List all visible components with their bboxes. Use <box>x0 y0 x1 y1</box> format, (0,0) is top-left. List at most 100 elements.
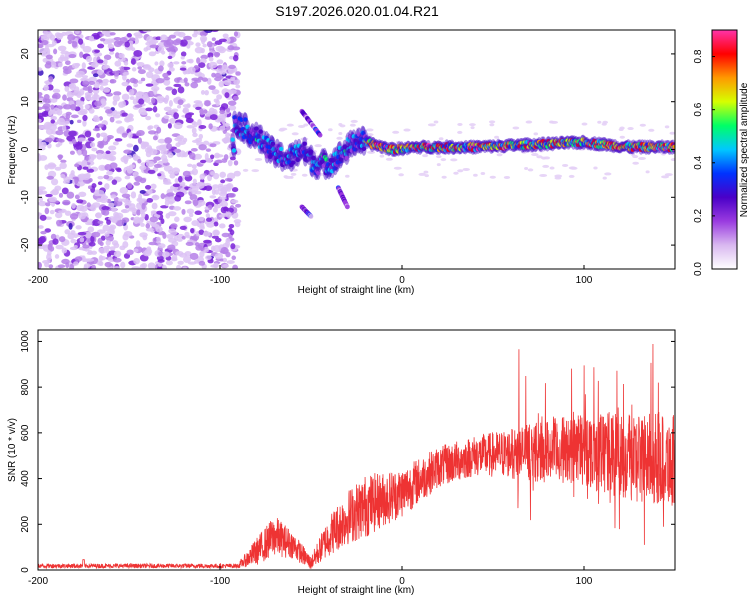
noise-blob <box>206 77 212 85</box>
signal-blob <box>331 158 336 163</box>
noise-blob <box>527 168 534 172</box>
noise-blob <box>418 172 426 176</box>
noise-blob <box>71 41 78 48</box>
noise-blob <box>103 174 110 180</box>
noise-blob <box>221 232 230 238</box>
noise-blob <box>62 125 67 132</box>
noise-blob <box>85 258 95 262</box>
noise-blob <box>78 38 84 45</box>
noise-blob <box>38 235 46 243</box>
noise-blob <box>338 122 343 126</box>
noise-blob <box>143 47 149 52</box>
noise-blob <box>92 219 101 227</box>
noise-blob <box>148 130 157 135</box>
noise-blob <box>145 107 153 112</box>
noise-blob <box>183 256 191 263</box>
noise-blob <box>142 234 148 241</box>
noise-blob <box>109 32 116 36</box>
noise-blob <box>47 243 53 251</box>
noise-blob <box>197 76 204 81</box>
noise-blob <box>183 216 192 223</box>
signal-blob <box>326 162 331 167</box>
noise-blob <box>222 264 229 268</box>
noise-blob <box>167 169 174 175</box>
noise-blob <box>542 164 550 168</box>
noise-blob <box>133 216 141 224</box>
noise-blob <box>139 263 146 269</box>
noise-blob <box>173 83 182 88</box>
noise-blob <box>214 154 224 158</box>
noise-blob <box>219 223 226 229</box>
noise-blob <box>533 132 539 136</box>
noise-blob <box>174 216 180 223</box>
noise-blob <box>50 119 55 124</box>
noise-blob <box>173 206 182 211</box>
snr-y-tick-label: 200 <box>20 516 31 533</box>
noise-blob <box>132 98 138 105</box>
snr-x-tick-label: -100 <box>210 576 230 587</box>
noise-blob <box>52 88 61 93</box>
noise-blob <box>355 127 362 131</box>
noise-blob <box>593 166 598 170</box>
noise-blob <box>228 223 235 229</box>
noise-blob <box>53 48 58 55</box>
noise-blob <box>109 150 117 156</box>
noise-blob <box>450 158 458 162</box>
noise-blob <box>100 98 106 105</box>
signal-blob <box>303 157 308 162</box>
noise-blob <box>142 94 148 101</box>
noise-blob <box>105 109 113 114</box>
noise-blob <box>182 170 191 178</box>
noise-blob <box>200 90 206 95</box>
noise-blob <box>211 188 216 196</box>
noise-blob <box>214 237 222 243</box>
noise-blob <box>211 37 216 42</box>
noise-blob <box>139 177 147 184</box>
noise-blob <box>119 187 129 194</box>
noise-blob <box>227 45 235 51</box>
noise-blob <box>162 251 170 258</box>
noise-blob <box>101 30 110 36</box>
noise-blob <box>220 103 229 110</box>
noise-blob <box>133 181 141 186</box>
noise-blob <box>124 41 131 48</box>
noise-blob <box>138 193 143 201</box>
noise-blob <box>167 211 177 217</box>
noise-blob <box>77 110 87 116</box>
noise-blob <box>436 163 441 167</box>
noise-blob <box>45 54 53 60</box>
noise-blob <box>70 114 79 119</box>
noise-blob <box>109 51 115 55</box>
noise-blob <box>44 137 53 143</box>
noise-blob <box>193 153 203 160</box>
noise-blob <box>228 133 235 137</box>
noise-blob <box>156 210 164 215</box>
noise-blob <box>395 140 404 144</box>
noise-blob <box>77 100 85 106</box>
signal-blob <box>243 117 248 122</box>
noise-blob <box>230 76 236 82</box>
noise-blob <box>91 183 97 189</box>
noise-blob <box>183 77 188 83</box>
noise-blob <box>148 125 154 130</box>
noise-blob <box>44 45 50 52</box>
noise-blob <box>65 111 72 116</box>
signal-blob <box>264 154 270 159</box>
signal-blob <box>232 115 237 120</box>
noise-blob <box>101 206 110 211</box>
noise-blob <box>664 173 673 177</box>
noise-blob <box>91 264 97 269</box>
noise-blob <box>136 61 145 67</box>
colorbar-tick-label: 0.6 <box>693 102 704 116</box>
signal-blob <box>337 145 342 151</box>
noise-blob <box>457 122 463 126</box>
noise-blob <box>193 121 198 128</box>
noise-blob <box>58 210 66 214</box>
branch-blob <box>317 132 323 138</box>
noise-blob <box>121 217 130 223</box>
noise-blob <box>61 187 69 195</box>
noise-blob <box>123 61 129 66</box>
noise-blob <box>200 58 207 64</box>
noise-blob <box>531 153 539 157</box>
snr-frame <box>37 329 676 571</box>
